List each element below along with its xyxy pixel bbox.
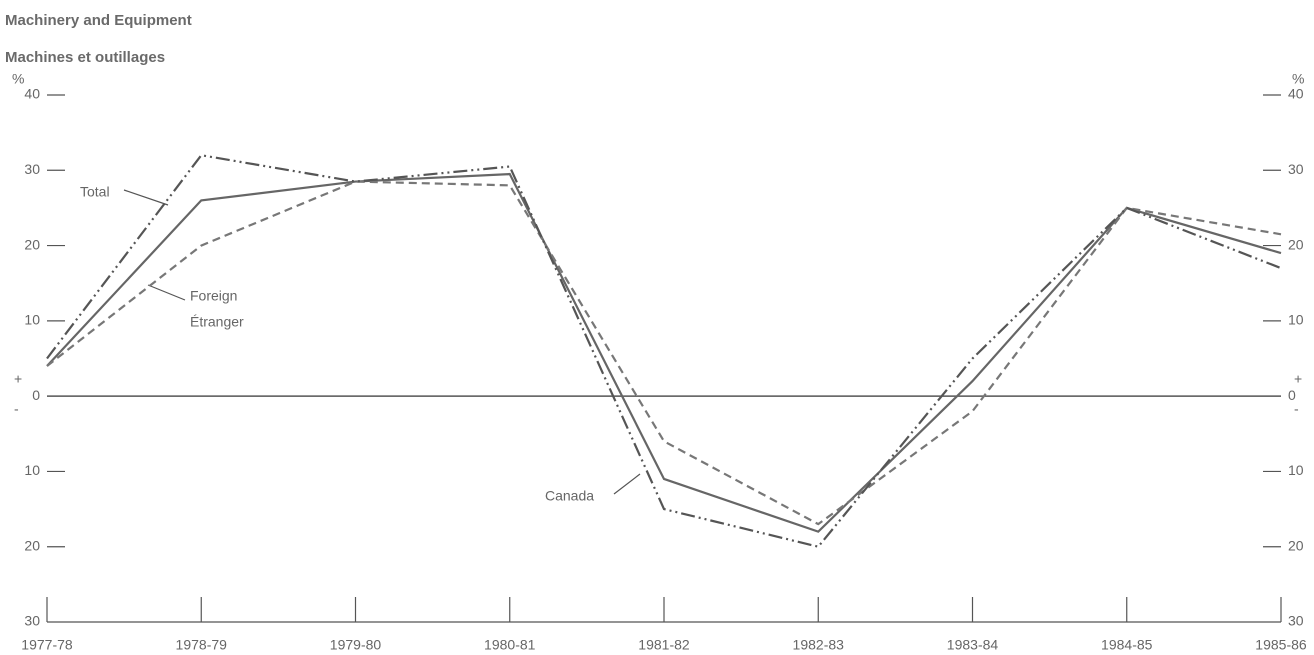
y-tick-label: 0 (32, 387, 40, 403)
y-tick-label-right: 20 (1288, 236, 1304, 252)
minus-sign-right: - (1294, 401, 1299, 417)
y-tick-label: 30 (24, 613, 40, 629)
annotation-canada: Canada (545, 488, 594, 504)
plus-sign-left: + (14, 371, 22, 387)
x-tick-label: 1984-85 (1101, 637, 1153, 653)
series-line (46, 180, 1282, 526)
annotation-etranger: Étranger (190, 314, 244, 330)
x-tick-label: 1985-86 (1255, 637, 1307, 653)
chart-subtitle: Machines et outillages (5, 49, 165, 66)
x-tick-label: 1978-79 (176, 637, 228, 653)
annotation-arrow (123, 189, 169, 206)
x-tick-label: 1979-80 (330, 637, 382, 653)
y-tick-label-right: 10 (1288, 462, 1304, 478)
annotation-arrow (613, 473, 641, 495)
chart-title: Machinery and Equipment (5, 12, 192, 29)
y-tick-label: 40 (24, 86, 40, 102)
minus-sign-left: - (14, 401, 19, 417)
x-tick-label: 1980-81 (484, 637, 536, 653)
y-tick-label-right: 10 (1288, 312, 1304, 328)
y-tick-label: 20 (24, 537, 40, 553)
series-line (46, 154, 1282, 548)
y-unit-left: % (12, 71, 24, 87)
x-tick-label: 1983-84 (947, 637, 999, 653)
y-tick-label-right: 30 (1288, 161, 1304, 177)
plus-sign-right: + (1294, 371, 1302, 387)
annotation-foreign: Foreign (190, 288, 237, 304)
annotation-total: Total (80, 184, 110, 200)
x-tick-label: 1981-82 (638, 637, 690, 653)
y-tick-label: 30 (24, 161, 40, 177)
y-unit-right: % (1292, 71, 1304, 87)
y-tick-label: 20 (24, 236, 40, 252)
y-tick-label-right: 20 (1288, 537, 1304, 553)
y-tick-label-right: 30 (1288, 613, 1304, 629)
y-tick-label-right: 0 (1288, 387, 1296, 403)
x-tick-label: 1982-83 (793, 637, 845, 653)
annotation-arrow (147, 284, 186, 301)
series-line (46, 172, 1282, 533)
y-tick-label-right: 40 (1288, 86, 1304, 102)
y-tick-label: 10 (24, 312, 40, 328)
x-tick-label: 1977-78 (21, 637, 73, 653)
y-tick-label: 10 (24, 462, 40, 478)
